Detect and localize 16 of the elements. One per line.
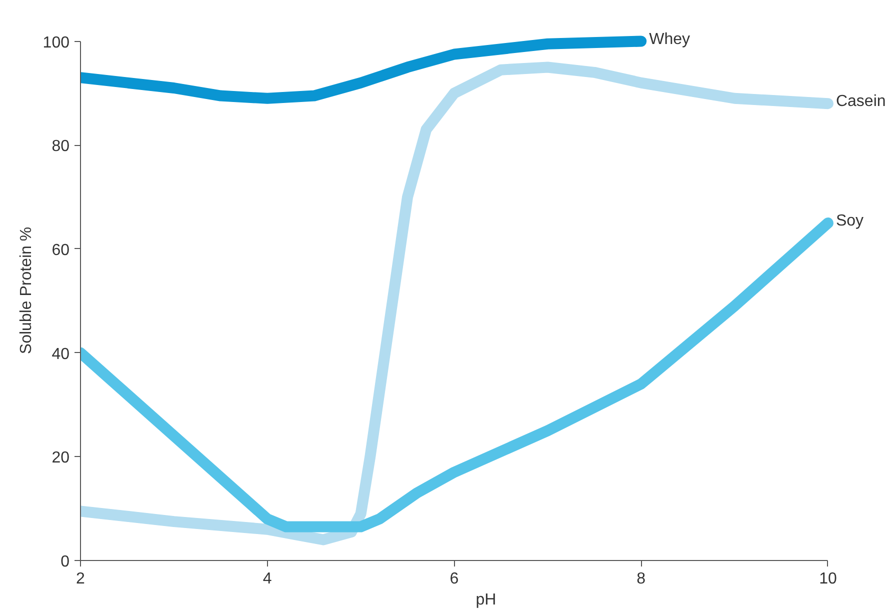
- x-axis-title: pH: [476, 592, 496, 608]
- y-tick-label: 40: [52, 346, 70, 363]
- x-tick-label: 8: [636, 570, 646, 588]
- series-label: Whey: [649, 30, 690, 48]
- y-tick-label: 20: [52, 450, 70, 467]
- y-tick-label: 0: [60, 554, 70, 570]
- y-axis-title: Soluble Protein %: [18, 226, 35, 354]
- x-tick-label: 4: [262, 570, 272, 588]
- series-label: Casein: [836, 93, 886, 110]
- y-tick-label: 80: [52, 138, 70, 156]
- x-tick-label: 6: [450, 570, 459, 588]
- y-tick-label: 100: [42, 34, 70, 52]
- series-label: Soy: [836, 212, 864, 230]
- x-tick-label: 2: [76, 570, 86, 588]
- y-tick-label: 60: [52, 242, 70, 259]
- x-tick-label: 10: [819, 570, 837, 588]
